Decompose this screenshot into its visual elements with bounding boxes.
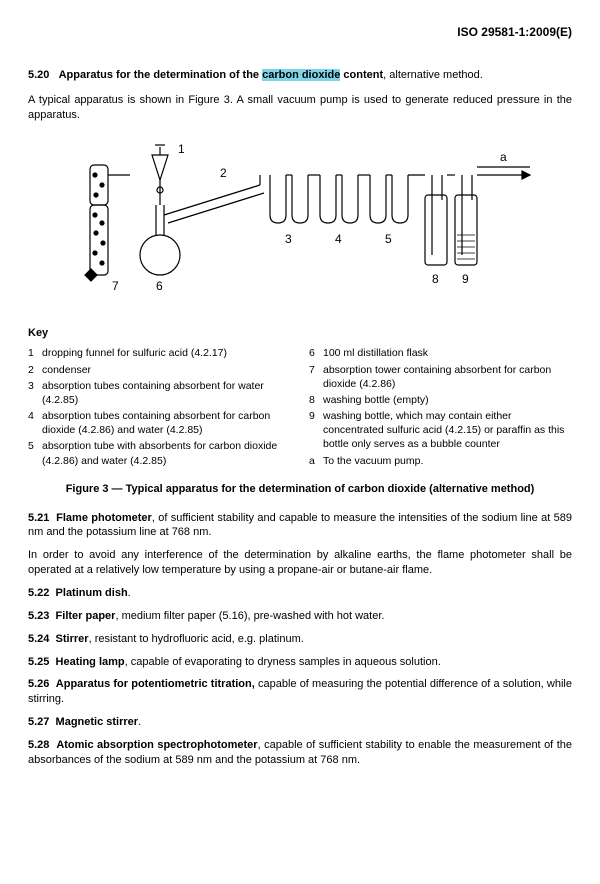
key-heading: Key [28, 326, 572, 341]
clause-5-28: 5.28 Atomic absorption spectrophotometer… [28, 738, 572, 768]
key-text: absorption tubes containing absorbent fo… [42, 379, 291, 407]
key-text: washing bottle (empty) [323, 393, 572, 407]
key-num: a [309, 454, 323, 468]
document-id: ISO 29581-1:2009(E) [28, 24, 572, 40]
key-num: 3 [28, 379, 42, 407]
clause-title: Apparatus for the determination of the c… [59, 69, 384, 81]
clause-title: Stirrer [56, 633, 89, 645]
key-num: 5 [28, 439, 42, 467]
clause-number: 5.22 [28, 587, 49, 599]
key-text: dropping funnel for sulfuric acid (4.2.1… [42, 346, 291, 360]
highlighted-text: carbon dioxide [262, 69, 340, 81]
clause-title: Atomic absorption spectrophotometer [56, 739, 257, 751]
clause-5-20: 5.20 Apparatus for the determination of … [28, 68, 572, 83]
clause-number: 5.27 [28, 716, 49, 728]
clause-number: 5.21 [28, 512, 49, 524]
title-part-c: , alternative method. [383, 69, 483, 81]
clause-5-27: 5.27 Magnetic stirrer. [28, 715, 572, 730]
key-num: 8 [309, 393, 323, 407]
clause-number: 5.23 [28, 610, 49, 622]
apparatus-diagram: 1 2 3 4 5 6 7 8 9 a [60, 135, 540, 315]
key-text: condenser [42, 363, 291, 377]
key-num: 1 [28, 346, 42, 360]
key-col-left: 1dropping funnel for sulfuric acid (4.2.… [28, 344, 291, 469]
key-text: absorption tower containing absorbent fo… [323, 363, 572, 391]
key-col-right: 6100 ml distillation flask 7absorption t… [309, 344, 572, 469]
clause-number: 5.25 [28, 656, 49, 668]
clause-number: 5.24 [28, 633, 49, 645]
clause-5-20-desc: A typical apparatus is shown in Figure 3… [28, 93, 572, 123]
key-text: washing bottle, which may contain either… [323, 409, 572, 452]
clause-number: 5.28 [28, 739, 49, 751]
key-text: absorption tube with absorbents for carb… [42, 439, 291, 467]
clause-title: Flame photometer [56, 512, 152, 524]
title-part-a: Apparatus for the determination of the [59, 69, 263, 81]
fig-label-5: 5 [385, 232, 392, 246]
clause-5-21-p2: In order to avoid any interference of th… [28, 548, 572, 578]
title-part-b: content [340, 69, 383, 81]
clause-number: 5.26 [28, 678, 49, 690]
clause-5-24: 5.24 Stirrer, resistant to hydrofluoric … [28, 632, 572, 647]
figure-caption: Figure 3 — Typical apparatus for the det… [28, 482, 572, 497]
figure-3: 1 2 3 4 5 6 7 8 9 a [28, 135, 572, 320]
clause-title: Platinum dish [56, 587, 128, 599]
clause-number: 5.20 [28, 69, 49, 81]
fig-label-4: 4 [335, 232, 342, 246]
clause-rest: , resistant to hydrofluoric acid, e.g. p… [89, 633, 304, 645]
clause-title: Apparatus for potentiometric titration, [56, 678, 255, 690]
clause-5-22: 5.22 Platinum dish. [28, 586, 572, 601]
fig-label-3: 3 [285, 232, 292, 246]
clause-title: Magnetic stirrer [56, 716, 139, 728]
fig-label-a: a [500, 150, 507, 164]
fig-label-2: 2 [220, 166, 227, 180]
clause-5-26: 5.26 Apparatus for potentiometric titrat… [28, 677, 572, 707]
key-text: 100 ml distillation flask [323, 346, 572, 360]
key-num: 6 [309, 346, 323, 360]
clause-rest: . [138, 716, 141, 728]
key-text: To the vacuum pump. [323, 454, 572, 468]
clause-rest: . [128, 587, 131, 599]
clause-rest: , medium filter paper (5.16), pre-washed… [115, 610, 384, 622]
clause-rest: , capable of evaporating to dryness samp… [125, 656, 441, 668]
fig-label-7: 7 [112, 279, 119, 293]
clause-5-21: 5.21 Flame photometer, of sufficient sta… [28, 511, 572, 541]
fig-label-8: 8 [432, 272, 439, 286]
fig-label-9: 9 [462, 272, 469, 286]
clause-title: Filter paper [56, 610, 116, 622]
key-grid: 1dropping funnel for sulfuric acid (4.2.… [28, 344, 572, 469]
key-num: 9 [309, 409, 323, 452]
clause-5-23: 5.23 Filter paper, medium filter paper (… [28, 609, 572, 624]
key-text: absorption tubes containing absorbent fo… [42, 409, 291, 437]
fig-label-6: 6 [156, 279, 163, 293]
key-num: 4 [28, 409, 42, 437]
clause-title: Heating lamp [56, 656, 125, 668]
fig-label-1: 1 [178, 142, 185, 156]
key-num: 2 [28, 363, 42, 377]
clause-5-25: 5.25 Heating lamp, capable of evaporatin… [28, 655, 572, 670]
key-num: 7 [309, 363, 323, 391]
